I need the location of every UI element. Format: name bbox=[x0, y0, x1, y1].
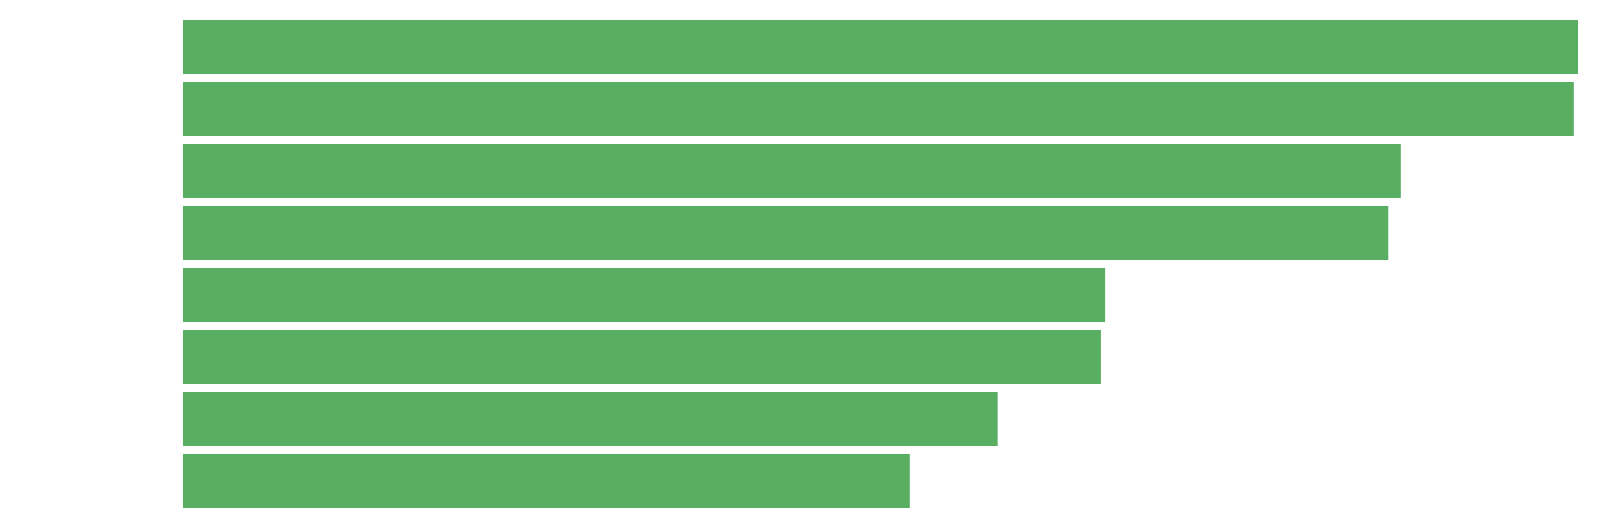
bar-4 bbox=[183, 206, 1389, 260]
bar-7 bbox=[183, 392, 998, 446]
bar-8 bbox=[183, 454, 910, 508]
bar-6 bbox=[183, 330, 1101, 384]
bar-5 bbox=[183, 268, 1106, 322]
bar-3 bbox=[183, 144, 1401, 198]
bars-group bbox=[183, 20, 1578, 508]
bar-1 bbox=[183, 20, 1578, 74]
bar-2 bbox=[183, 82, 1574, 136]
